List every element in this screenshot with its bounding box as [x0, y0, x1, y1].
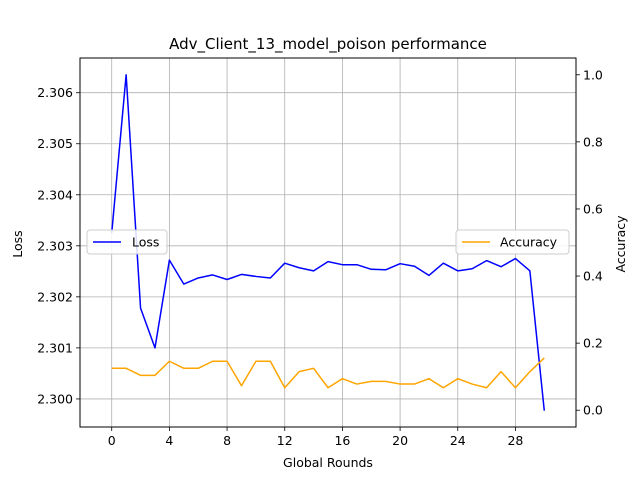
legend-accuracy: Accuracy [455, 229, 570, 255]
legend-loss: Loss [86, 229, 168, 255]
y-left-tick-label: 2.305 [37, 136, 73, 151]
legend-loss-box [86, 229, 168, 255]
y-right-tick-label: 1.0 [583, 67, 603, 82]
y-right-tick-label: 0.4 [583, 269, 603, 284]
y-left-tick-label: 2.303 [37, 238, 73, 253]
y-right-tick-label: 0.2 [583, 336, 603, 351]
y-right-tick-label: 0.6 [583, 201, 603, 216]
x-tick-label: 12 [277, 433, 293, 448]
x-axis-title: Global Rounds [283, 455, 373, 470]
plot-frame [79, 57, 577, 428]
y-axis-right-title: Accuracy [613, 215, 628, 273]
y-left-tick-label: 2.301 [37, 340, 73, 355]
chart-title: Adv_Client_13_model_poison performance [169, 35, 487, 54]
y-left-tick-label: 2.300 [37, 391, 73, 406]
grid-lines [80, 58, 576, 427]
series-line-loss [110, 74, 546, 411]
series-lines [110, 74, 546, 411]
x-tick-label: 0 [108, 433, 116, 448]
y-axis-left-title: Loss [10, 230, 25, 257]
series-line-accuracy [111, 357, 545, 389]
y-right-tick-label: 0.8 [583, 134, 603, 149]
legend-accuracy-box [455, 229, 570, 255]
y-left-tick-label: 2.304 [37, 187, 73, 202]
x-tick-label: 28 [507, 433, 523, 448]
y-right-tick-label: 0.0 [583, 403, 603, 418]
x-tick-label: 16 [334, 433, 350, 448]
legend-loss-label: Loss [132, 235, 159, 250]
y-left-tick-label: 2.302 [37, 289, 73, 304]
x-tick-label: 4 [165, 433, 173, 448]
x-tick-label: 8 [223, 433, 231, 448]
x-tick-label: 24 [450, 433, 466, 448]
y-left-tick-label: 2.306 [37, 85, 73, 100]
x-tick-label: 20 [392, 433, 408, 448]
axis-ticks: 0 4 8 12 16 20 24 28 2.300 2.301 2.302 2.303 2.304 2.… [37, 67, 603, 448]
legend-accuracy-label: Accuracy [500, 235, 558, 250]
